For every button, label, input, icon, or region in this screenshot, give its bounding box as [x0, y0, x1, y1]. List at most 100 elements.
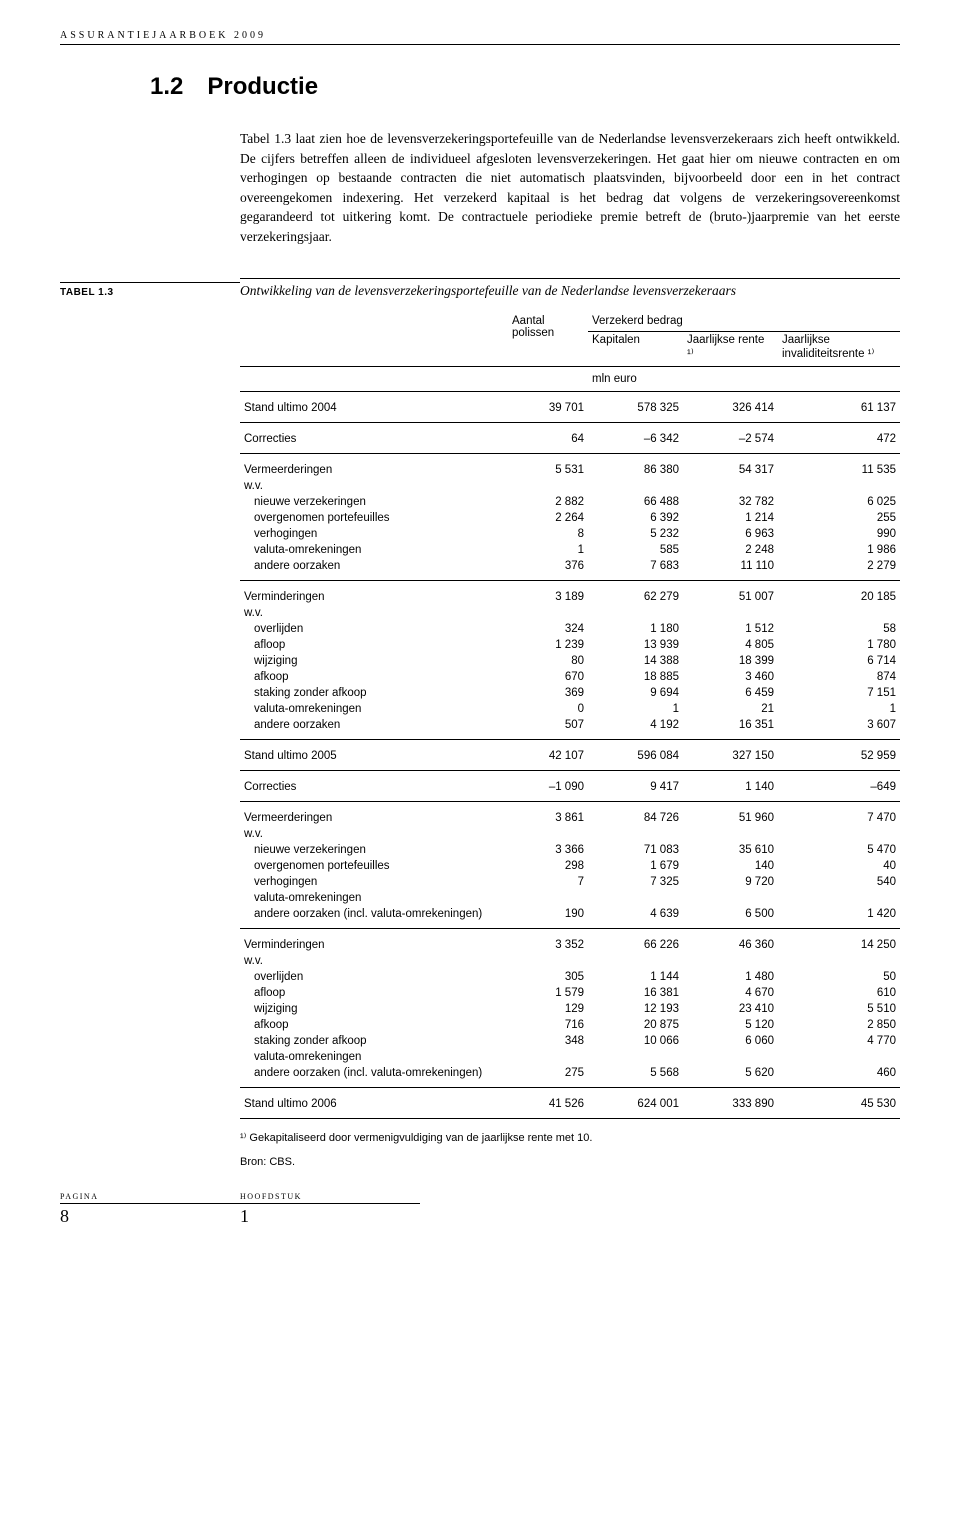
table-row: overlijden3051 1441 48050 — [240, 969, 900, 985]
table-row: valuta-omrekeningen01211 — [240, 701, 900, 717]
row-label: valuta-omrekeningen — [240, 542, 508, 558]
cell-value: 20 185 — [778, 581, 900, 606]
cell-value: 1 420 — [778, 906, 900, 929]
cell-value: 1 239 — [508, 637, 588, 653]
cell-value — [508, 1049, 588, 1065]
cell-value: 23 410 — [683, 1001, 778, 1017]
cell-value: 9 417 — [588, 771, 683, 802]
cell-value: 140 — [683, 858, 778, 874]
cell-value: 1 780 — [778, 637, 900, 653]
row-label: Correcties — [240, 771, 508, 802]
row-label: overgenomen portefeuilles — [240, 858, 508, 874]
cell-value: 32 782 — [683, 494, 778, 510]
cell-value: 52 959 — [778, 740, 900, 771]
cell-value: 6 500 — [683, 906, 778, 929]
cell-value: 11 110 — [683, 558, 778, 581]
cell-value: 10 066 — [588, 1033, 683, 1049]
cell-value: 3 189 — [508, 581, 588, 606]
cell-value — [588, 478, 683, 494]
cell-value: 1 986 — [778, 542, 900, 558]
table-row: valuta-omrekeningen — [240, 890, 900, 906]
table-row: nieuwe verzekeringen2 88266 48832 7826 0… — [240, 494, 900, 510]
row-label: andere oorzaken (incl. valuta-omrekening… — [240, 1065, 508, 1088]
cell-value: 348 — [508, 1033, 588, 1049]
row-label: overlijden — [240, 621, 508, 637]
table-row: Verminderingen3 35266 22646 36014 250 — [240, 929, 900, 954]
cell-value: 6 459 — [683, 685, 778, 701]
col-header-verzekerd: Verzekerd bedrag — [588, 311, 900, 332]
row-label: w.v. — [240, 605, 508, 621]
cell-value: 86 380 — [588, 454, 683, 479]
cell-value: 1 679 — [588, 858, 683, 874]
cell-value: 4 805 — [683, 637, 778, 653]
table-row: overgenomen portefeuilles2 2646 3921 214… — [240, 510, 900, 526]
cell-value: 11 535 — [778, 454, 900, 479]
cell-value — [778, 890, 900, 906]
cell-value: 41 526 — [508, 1088, 588, 1119]
cell-value: 507 — [508, 717, 588, 740]
cell-value: 50 — [778, 969, 900, 985]
cell-value — [588, 890, 683, 906]
row-label: verhogingen — [240, 526, 508, 542]
cell-value: 6 392 — [588, 510, 683, 526]
cell-value: 1 — [508, 542, 588, 558]
col-header-rente: Jaarlijkse rente ¹⁾ — [683, 332, 778, 367]
cell-value: 369 — [508, 685, 588, 701]
row-label: overgenomen portefeuilles — [240, 510, 508, 526]
cell-value: 39 701 — [508, 392, 588, 423]
row-label: andere oorzaken (incl. valuta-omrekening… — [240, 906, 508, 929]
table-body: mln euro Stand ultimo 200439 701578 3253… — [240, 367, 900, 1119]
col-header-invaliditeit: Jaarlijkse invaliditeitsrente ¹⁾ — [778, 332, 900, 367]
cell-value: 1 579 — [508, 985, 588, 1001]
table-row: wijziging8014 38818 3996 714 — [240, 653, 900, 669]
table-row: w.v. — [240, 826, 900, 842]
cell-value: 5 620 — [683, 1065, 778, 1088]
cell-value: 4 670 — [683, 985, 778, 1001]
row-label: w.v. — [240, 953, 508, 969]
row-label: Verminderingen — [240, 929, 508, 954]
table-row: andere oorzaken3767 68311 1102 279 — [240, 558, 900, 581]
cell-value: 670 — [508, 669, 588, 685]
cell-value: 7 470 — [778, 802, 900, 827]
row-label: afloop — [240, 637, 508, 653]
cell-value — [683, 953, 778, 969]
cell-value: 1 480 — [683, 969, 778, 985]
cell-value: 4 192 — [588, 717, 683, 740]
table-row: andere oorzaken (incl. valuta-omrekening… — [240, 1065, 900, 1088]
cell-value — [588, 953, 683, 969]
table-row: Stand ultimo 200542 107596 084327 15052 … — [240, 740, 900, 771]
cell-value: 327 150 — [683, 740, 778, 771]
cell-value: 298 — [508, 858, 588, 874]
cell-value: 62 279 — [588, 581, 683, 606]
cell-value — [778, 953, 900, 969]
cell-value — [683, 1049, 778, 1065]
cell-value: 66 488 — [588, 494, 683, 510]
cell-value — [683, 478, 778, 494]
cell-value: 376 — [508, 558, 588, 581]
cell-value — [588, 1049, 683, 1065]
table-row: afloop1 23913 9394 8051 780 — [240, 637, 900, 653]
table-row: afkoop71620 8755 1202 850 — [240, 1017, 900, 1033]
cell-value: 18 885 — [588, 669, 683, 685]
cell-value: 3 607 — [778, 717, 900, 740]
row-label: Stand ultimo 2006 — [240, 1088, 508, 1119]
table-source: Bron: CBS. — [240, 1156, 900, 1168]
cell-value: 40 — [778, 858, 900, 874]
row-label: valuta-omrekeningen — [240, 701, 508, 717]
row-label: Vermeerderingen — [240, 454, 508, 479]
cell-value: 610 — [778, 985, 900, 1001]
table-row: valuta-omrekeningen15852 2481 986 — [240, 542, 900, 558]
table-row: Correcties64–6 342–2 574472 — [240, 423, 900, 454]
cell-value: 2 882 — [508, 494, 588, 510]
cell-value: 16 351 — [683, 717, 778, 740]
table-row: verhogingen77 3259 720540 — [240, 874, 900, 890]
running-head: ASSURANTIEJAARBOEK 2009 — [60, 30, 900, 45]
cell-value: 45 530 — [778, 1088, 900, 1119]
cell-value: 1 512 — [683, 621, 778, 637]
row-label: Vermeerderingen — [240, 802, 508, 827]
cell-value: 472 — [778, 423, 900, 454]
section-number: 1.2 — [150, 73, 183, 100]
table-row: nieuwe verzekeringen3 36671 08335 6105 4… — [240, 842, 900, 858]
cell-value: 3 352 — [508, 929, 588, 954]
cell-value: 20 875 — [588, 1017, 683, 1033]
